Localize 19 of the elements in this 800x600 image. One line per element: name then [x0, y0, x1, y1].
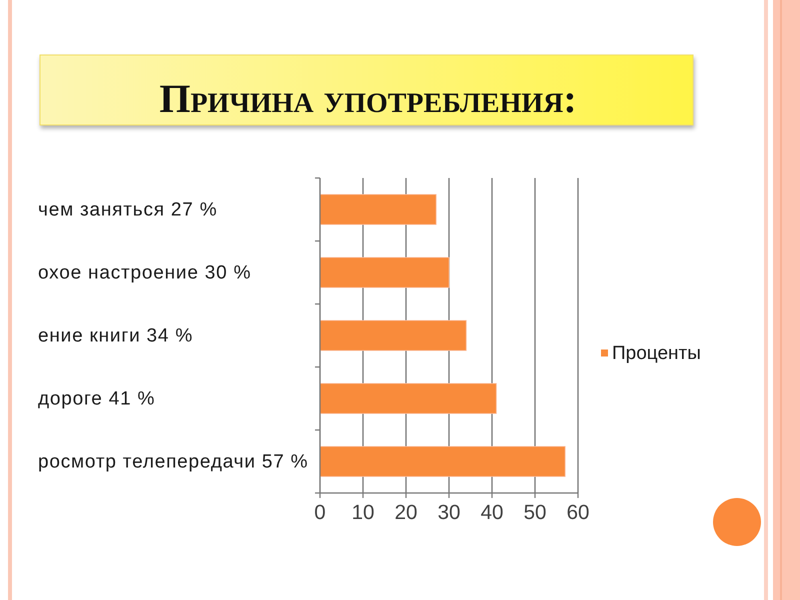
x-tick-label: 50 [524, 501, 546, 524]
bar [320, 194, 436, 225]
y-tick-label: ение книги 34 % [38, 326, 194, 346]
y-tick-label: росмотр телепередачи 57 % [38, 452, 308, 472]
x-tick-label: 10 [352, 501, 374, 524]
bar [320, 383, 497, 414]
x-tick-label: 30 [438, 501, 460, 524]
y-tick-label: охое настроение 30 % [38, 262, 252, 284]
bar [320, 446, 566, 477]
legend-label: Проценты [612, 343, 701, 364]
x-tick-label: 40 [480, 501, 504, 524]
x-tick-label: 60 [566, 501, 590, 524]
bar [320, 257, 450, 288]
x-tick-label: 0 [314, 501, 326, 524]
x-tick-label: 20 [394, 501, 418, 524]
bar [320, 320, 467, 351]
y-tick-label: чем заняться 27 % [38, 200, 218, 220]
chart-title: Причина употребления: [159, 76, 577, 121]
y-tick-label: дороге 41 % [38, 388, 156, 410]
